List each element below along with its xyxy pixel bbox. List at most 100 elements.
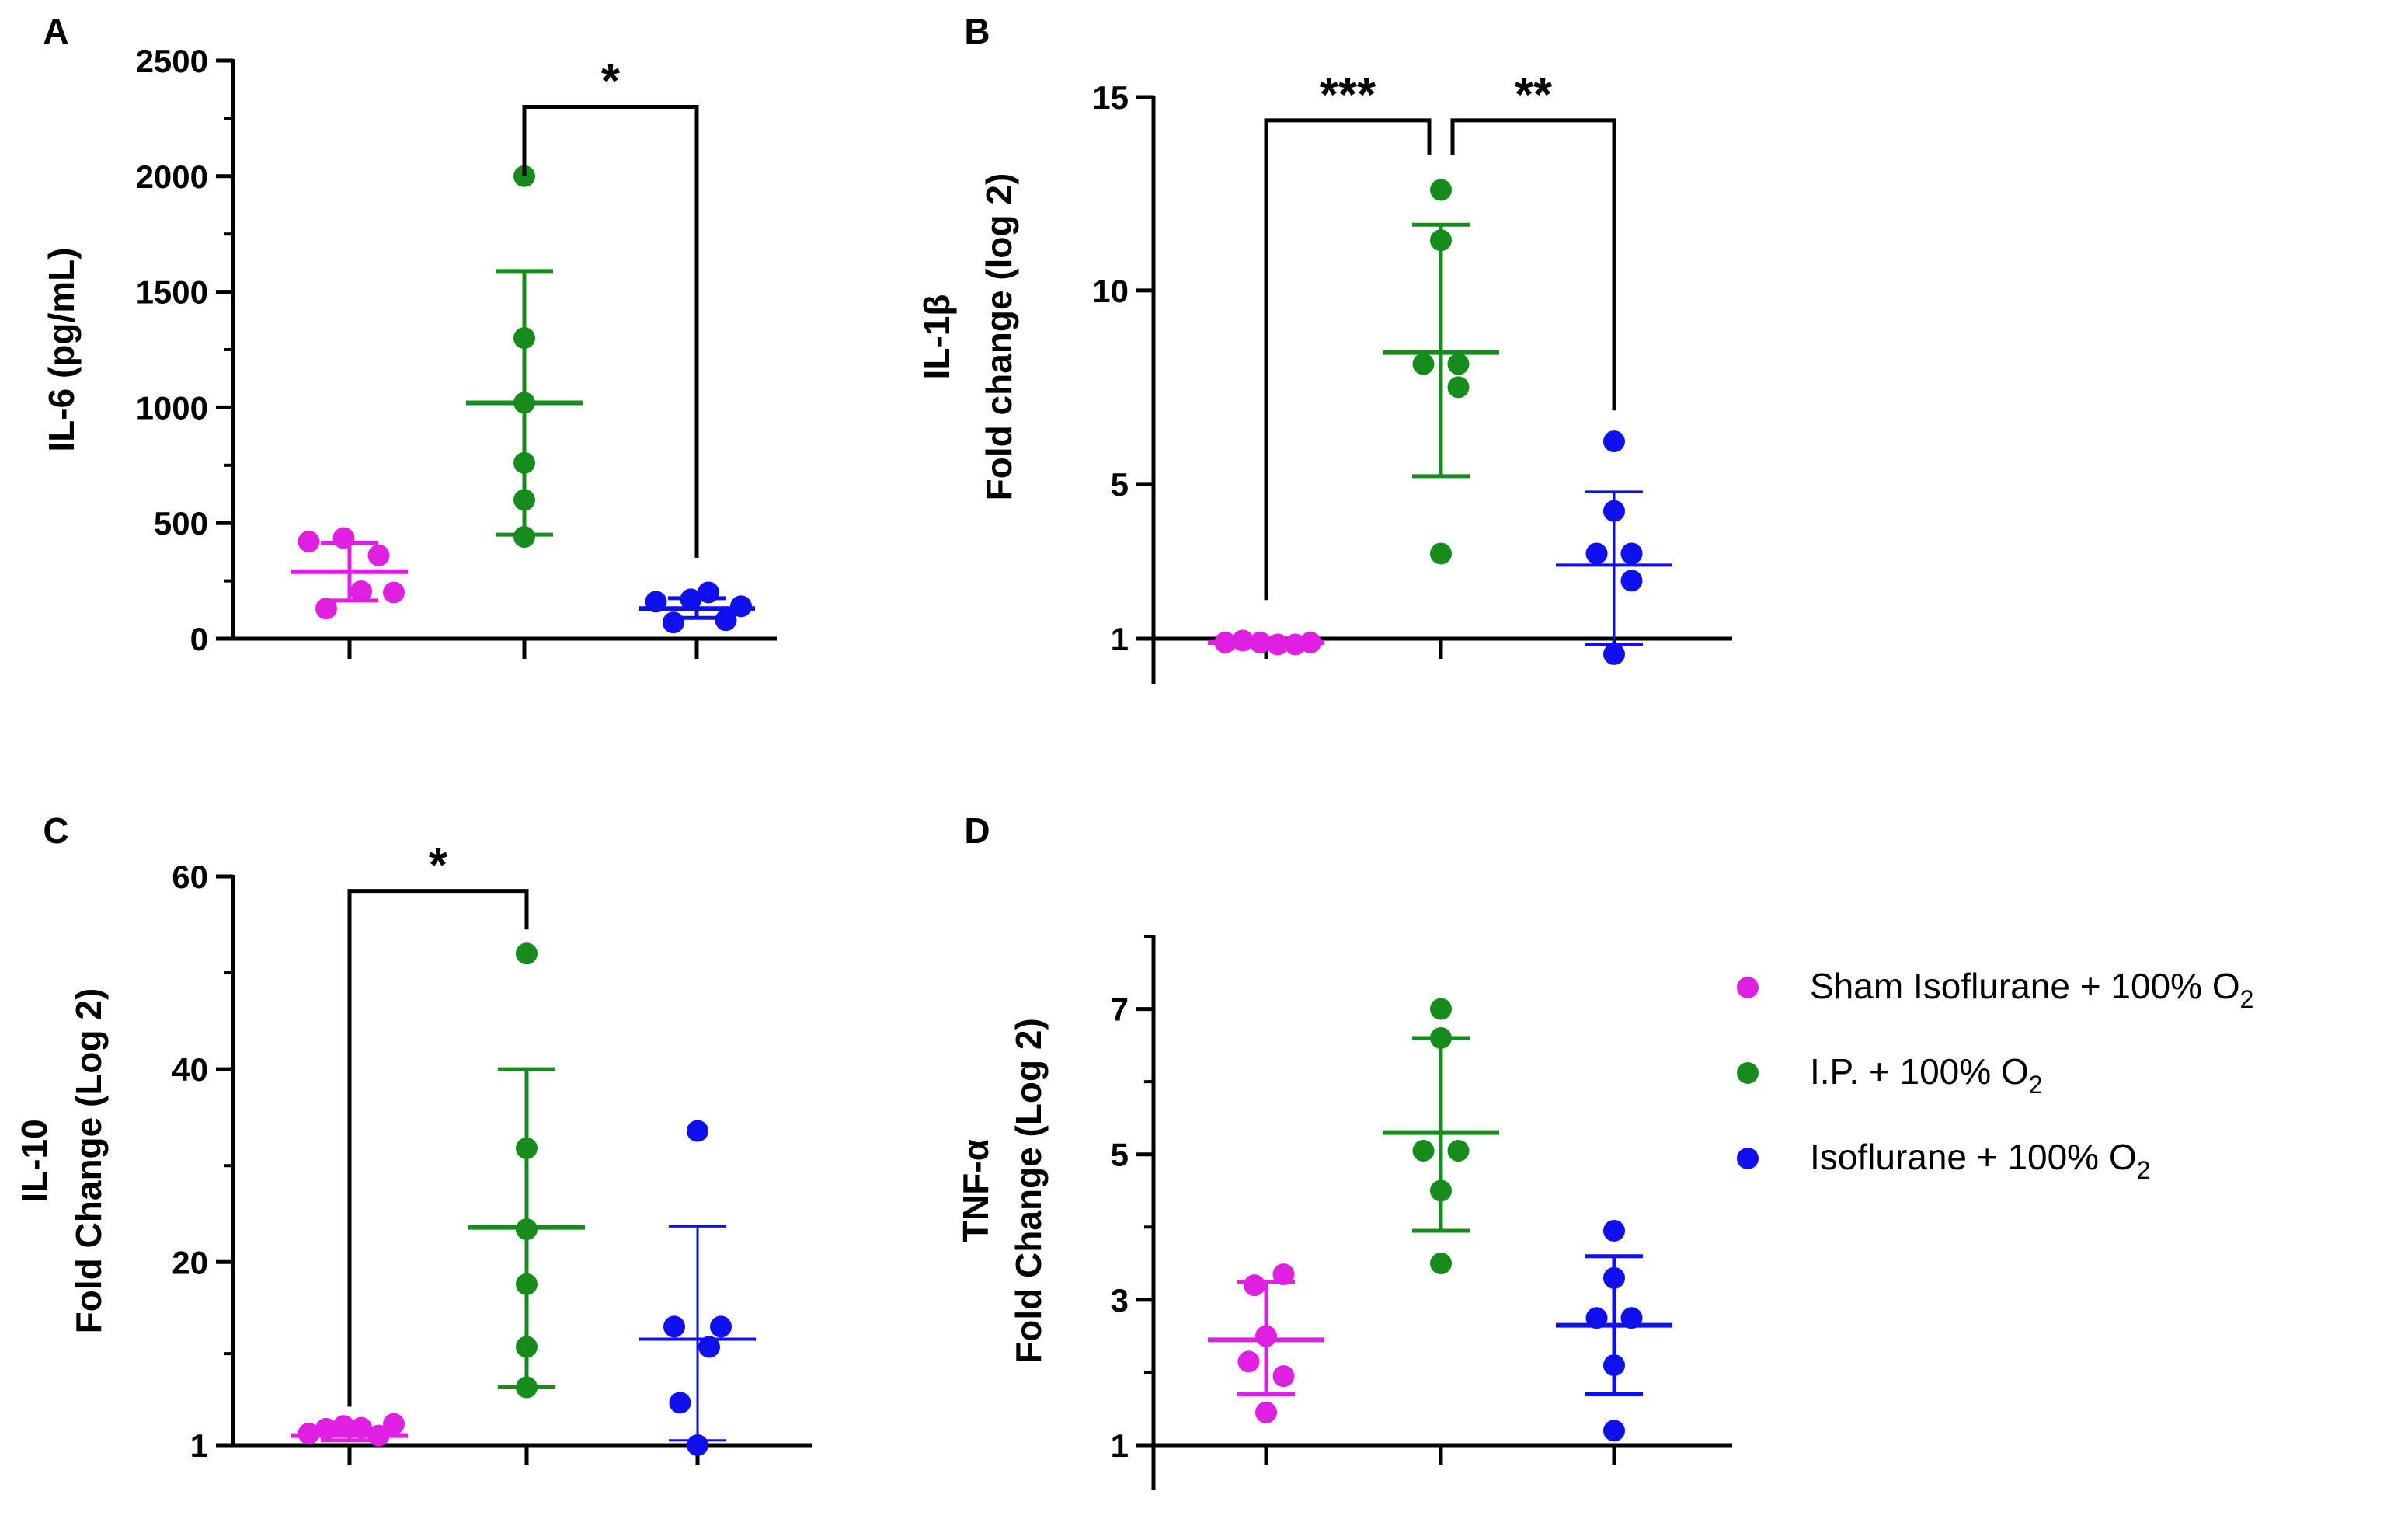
legend-item: Sham Isoflurane + 100% O2: [1737, 966, 2253, 1013]
data-point: [645, 591, 667, 613]
data-point: [698, 1336, 720, 1358]
data-point: [1603, 1354, 1625, 1377]
group-1: [466, 165, 583, 549]
data-point: [1430, 1253, 1452, 1275]
y-tick-label: 40: [172, 1051, 208, 1088]
panel-c: C 1 20 40 60 IL-10 Fold Change (Log 2) *: [14, 810, 812, 1465]
bracket-line: [1450, 118, 1616, 411]
data-point: [513, 392, 535, 414]
y-axis-title: IL-6 (pg/mL): [41, 247, 82, 451]
y-tick-label: 5: [1111, 1137, 1129, 1173]
y-tick-label: 7: [1111, 991, 1129, 1028]
legend-label-text: Isoflurane + 100% O: [1810, 1137, 2137, 1177]
significance-bracket: *: [347, 839, 529, 1407]
data-point: [513, 451, 535, 474]
data-point: [367, 1424, 390, 1447]
legend-label-subscript: 2: [2137, 1156, 2151, 1184]
y-axis-title: Fold Change (Log 2): [1008, 1018, 1049, 1364]
data-point: [1255, 1401, 1277, 1423]
data-point: [367, 544, 390, 566]
legend-marker: [1737, 1062, 1759, 1084]
y-tick-label: 1: [1111, 621, 1129, 657]
bracket-line: [1264, 118, 1432, 601]
data-point: [687, 1120, 708, 1142]
data-point: [1255, 1325, 1277, 1347]
data-point: [516, 1273, 538, 1295]
data-point: [1585, 1307, 1608, 1329]
data-point: [663, 611, 684, 634]
y-tick-label: 10: [1092, 273, 1129, 309]
data-point: [1447, 1140, 1470, 1162]
panel-a: A 0 500 1000 1500 2000 2500 IL-6 (pg/mL) *: [41, 11, 777, 659]
significance-bracket: ***: [1264, 68, 1432, 601]
data-point: [1430, 998, 1452, 1020]
data-point: [298, 1423, 320, 1445]
data-point: [1447, 376, 1470, 399]
data-point: [1620, 1307, 1643, 1329]
y-tick-label: 1000: [136, 389, 208, 426]
data-point: [1585, 542, 1608, 565]
y-tick-label: 20: [172, 1244, 208, 1280]
data-point: [1620, 570, 1643, 592]
data-point: [698, 581, 719, 604]
data-point: [513, 327, 535, 350]
legend-label: I.P. + 100% O2: [1810, 1051, 2043, 1099]
data-point: [1447, 353, 1470, 375]
data-point: [1603, 1266, 1625, 1289]
data-point: [516, 1218, 538, 1241]
data-point: [1430, 542, 1452, 565]
data-point: [1430, 1179, 1452, 1202]
significance-label: **: [1515, 68, 1553, 122]
data-point: [1603, 643, 1625, 665]
group-0: [291, 527, 408, 620]
data-point: [332, 1415, 355, 1437]
data-point: [1267, 633, 1289, 656]
y-tick-label: 500: [154, 505, 208, 542]
data-point: [1430, 229, 1452, 252]
data-point: [1603, 1420, 1625, 1442]
legend-label-subscript: 2: [2240, 985, 2254, 1013]
data-point: [1603, 500, 1625, 522]
data-point: [680, 588, 702, 611]
legend-label: Isoflurane + 100% O2: [1810, 1137, 2150, 1184]
bracket-line: [347, 889, 529, 1407]
bracket-line: [522, 105, 699, 558]
data-point: [687, 1434, 708, 1456]
data-point: [730, 595, 752, 618]
data-point: [516, 1336, 538, 1358]
data-point: [1214, 631, 1237, 653]
data-point: [710, 1315, 732, 1338]
data-point: [516, 942, 538, 965]
y-tick-label: 1: [1111, 1427, 1129, 1464]
data-point: [350, 1416, 372, 1439]
significance-label: *: [429, 839, 448, 893]
y-tick-label: 15: [1092, 79, 1129, 116]
data-point: [383, 1413, 405, 1435]
data-point: [332, 527, 355, 549]
legend-label-text: I.P. + 100% O: [1810, 1051, 2029, 1092]
legend-label-subscript: 2: [2029, 1071, 2043, 1099]
data-point: [513, 489, 535, 511]
y-axis-title: Fold Change (Log 2): [68, 988, 109, 1334]
y-tick-label: 1: [190, 1427, 208, 1464]
y-axis-title: TNF-α: [955, 1139, 996, 1242]
legend-item: I.P. + 100% O2: [1737, 1051, 2043, 1099]
group-0: [1208, 629, 1324, 656]
data-point: [350, 580, 372, 602]
y-tick-label: 5: [1111, 466, 1129, 503]
legend-marker: [1737, 1148, 1759, 1169]
y-tick-label: 1500: [136, 274, 208, 311]
group-1: [1383, 998, 1499, 1275]
data-point: [1237, 1350, 1260, 1373]
data-point: [1272, 1365, 1295, 1388]
data-point: [1430, 1027, 1452, 1049]
data-point: [1620, 542, 1643, 565]
significance-label: ***: [1320, 68, 1376, 122]
y-tick-label: 2000: [136, 159, 208, 195]
y-tick-label: 0: [190, 621, 208, 657]
legend-item: Isoflurane + 100% O2: [1737, 1137, 2150, 1184]
data-point: [1232, 629, 1254, 652]
